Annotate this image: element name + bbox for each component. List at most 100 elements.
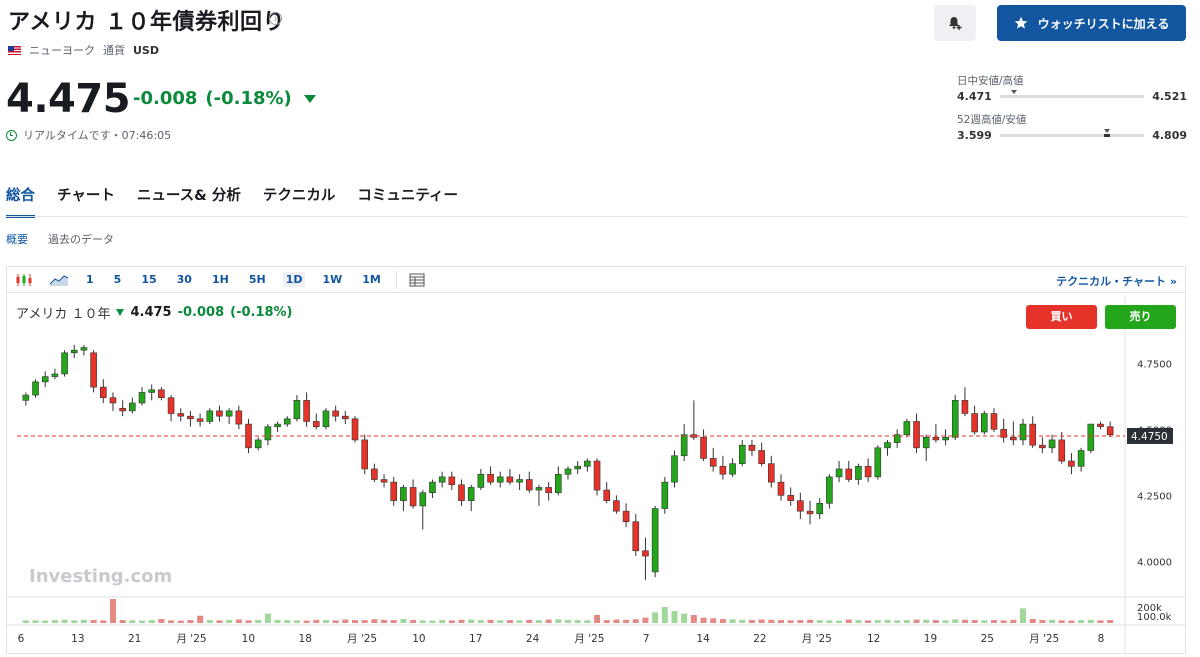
candle-body [332,410,339,417]
volume-bar [216,620,223,623]
volume-tick-label: 100.0k [1137,612,1172,623]
tab-community[interactable]: コミュニティー [357,188,458,204]
tab-overview[interactable]: 総合 [6,184,35,218]
volume-bar [574,620,581,623]
candle-body [1000,429,1007,438]
candle-body [119,407,126,412]
candle-body [903,421,911,435]
timeframe-1d[interactable]: 1D [282,272,306,287]
instrument-meta: ニューヨーク 通貨 USD [8,42,159,58]
day-range: 日中安値/高値 4.471 4.521 [957,73,1187,103]
candle-body [32,381,39,396]
volume-bar [516,620,523,623]
timeframe-1[interactable]: 1 [86,273,94,286]
x-tick-label: 21 [128,633,141,645]
timeframe-5h[interactable]: 5H [248,273,266,286]
subtab-historical-data[interactable]: 過去のデータ [48,233,114,246]
timeframe-15[interactable]: 15 [141,273,157,286]
volume-bar [468,619,475,623]
week52-high: 4.809 [1152,129,1187,142]
legend-down-arrow-icon [116,309,125,316]
timeframe-30[interactable]: 30 [176,273,192,286]
timeframe-1m[interactable]: 1M [362,273,381,286]
tab-technical[interactable]: テクニカル [262,188,336,204]
candle-body [1029,423,1037,446]
candle-body [603,489,611,501]
candle-body [816,502,824,515]
candlestick-icon[interactable] [15,273,35,287]
volume-bar [177,620,184,623]
volume-bar [545,619,552,623]
volume-bar [1029,619,1036,623]
area-chart-icon[interactable] [49,273,69,287]
volume-bar [923,619,930,623]
candle-body [187,415,194,420]
candle-body [884,442,891,449]
candle-body [254,439,262,449]
volume-bar [352,620,359,623]
volume-bar [293,620,300,623]
volume-bar [90,620,97,623]
volume-bar [100,620,107,623]
chart-legend: アメリカ １０年 4.475 -0.008 (-0.18%) [16,303,293,322]
volume-bar [1078,620,1085,623]
volume-bar [400,619,407,623]
candle-body [1097,423,1104,428]
candle-body [661,481,669,509]
volume-bar [381,619,388,623]
subtab-summary[interactable]: 概要 [6,233,28,246]
candle-body [835,468,843,478]
volume-bar [564,619,572,623]
candle-body [467,487,475,501]
candle-body [312,421,320,428]
x-tick-label: 25 [981,633,994,645]
timeframe-5[interactable]: 5 [113,273,122,286]
candle-body [506,476,514,483]
candle-body [748,444,756,451]
x-tick-label: 10 [412,633,425,645]
tabs-divider [6,216,1186,217]
candle-body [951,400,959,438]
clock-icon [6,129,17,141]
candle-body [361,439,368,470]
candle-body [709,458,717,467]
price-change: -0.008 (-0.18%) [133,88,316,109]
volume-bar [952,619,959,623]
star-icon [1014,16,1027,29]
info-icon[interactable]: i [269,12,282,25]
candle-body [458,484,465,501]
volume-bar [264,613,271,623]
candle-body [477,473,485,488]
buy-button[interactable]: 買い [1026,305,1097,329]
tab-news[interactable]: ニュース& 分析 [136,188,241,204]
volume-bar [51,620,58,623]
legend-price: 4.475 [130,305,172,320]
candle-body [41,376,49,383]
volume-bar [642,617,649,623]
candle-body [225,410,233,417]
price-chart[interactable]: 4.75004.50004.25004.0000Investing.com4.4… [7,267,1185,653]
technical-chart-link[interactable]: テクニカル・チャート » [1056,275,1177,288]
main-tabs: 総合 チャート ニュース& 分析 テクニカル コミュニティー [6,184,458,218]
timeframe-1w[interactable]: 1W [322,273,343,286]
volume-bar [816,620,823,623]
alert-button[interactable] [934,5,976,41]
candle-body [90,352,97,388]
realtime-text: リアルタイムです・07:46:05 [23,129,172,142]
volume-bar [1097,620,1104,623]
sell-button[interactable]: 売り [1105,305,1176,329]
candle-body [196,418,204,422]
volume-bar [71,620,78,623]
timeframe-1h[interactable]: 1H [211,273,229,286]
table-icon[interactable] [407,273,427,287]
candle-body [158,389,165,399]
volume-bar [139,620,146,623]
tab-chart[interactable]: チャート [57,188,115,204]
candle-body [342,415,349,420]
x-tick-label: 月 '25 [1029,633,1059,645]
volume-bar [1068,620,1075,623]
add-to-watchlist-button[interactable]: ウォッチリストに加える [997,5,1186,41]
candle-body [390,481,398,501]
candle-body [496,476,504,483]
watchlist-label: ウォッチリストに加える [1037,16,1170,31]
